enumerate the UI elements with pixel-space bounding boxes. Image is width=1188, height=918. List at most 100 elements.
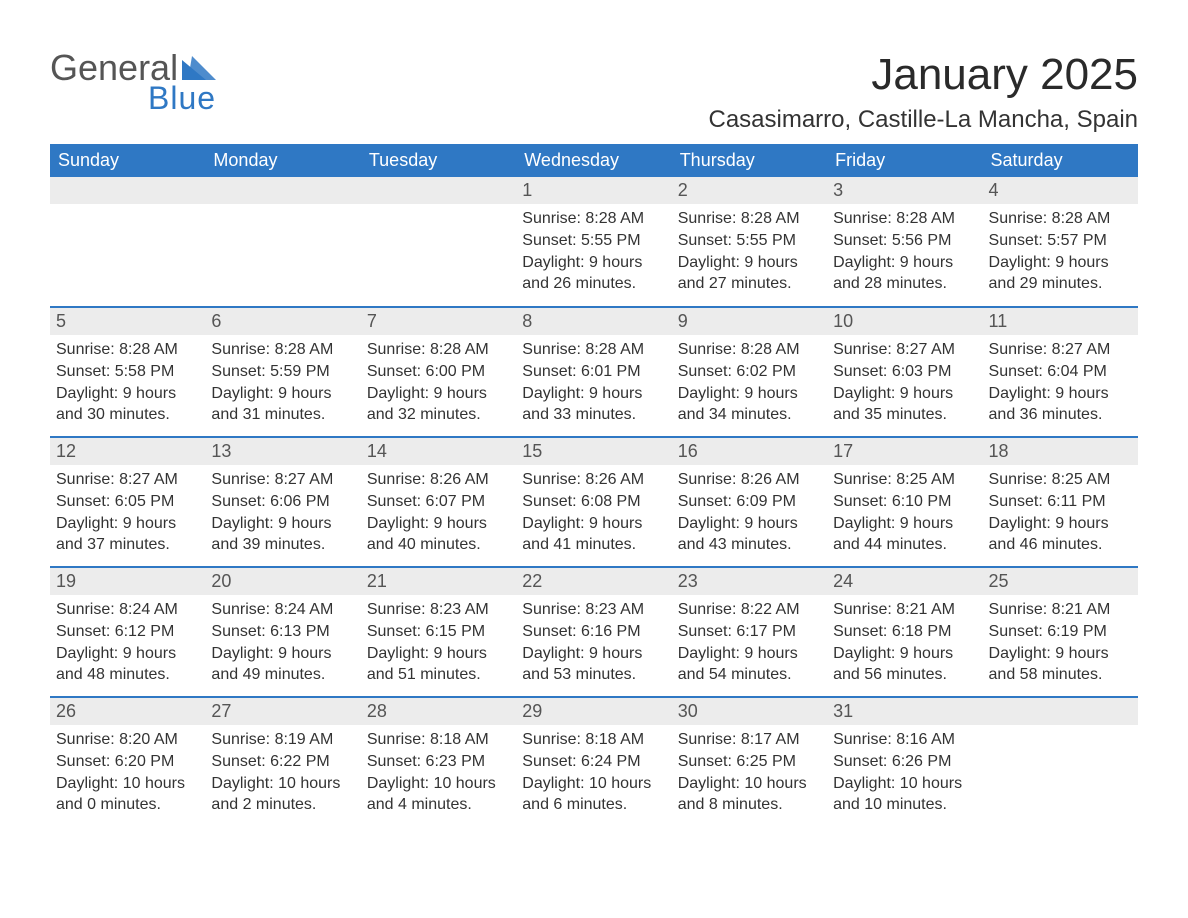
calendar-week-row: 12Sunrise: 8:27 AMSunset: 6:05 PMDayligh…: [50, 437, 1138, 567]
day-detail-line: Sunset: 6:10 PM: [833, 491, 976, 513]
calendar-day-cell: 18Sunrise: 8:25 AMSunset: 6:11 PMDayligh…: [983, 437, 1138, 567]
day-detail-line: Daylight: 9 hours: [833, 383, 976, 405]
weekday-header: Wednesday: [516, 144, 671, 177]
calendar-day-cell: 11Sunrise: 8:27 AMSunset: 6:04 PMDayligh…: [983, 307, 1138, 437]
day-detail-line: Sunset: 5:55 PM: [678, 230, 821, 252]
day-number: 22: [516, 568, 671, 595]
day-detail-line: Daylight: 9 hours: [522, 643, 665, 665]
day-detail-line: and 36 minutes.: [989, 404, 1132, 426]
day-detail-line: Daylight: 10 hours: [833, 773, 976, 795]
calendar-day-cell: 4Sunrise: 8:28 AMSunset: 5:57 PMDaylight…: [983, 177, 1138, 307]
day-detail-line: Sunrise: 8:28 AM: [678, 339, 821, 361]
day-detail-line: Daylight: 9 hours: [367, 513, 510, 535]
day-detail-line: and 48 minutes.: [56, 664, 199, 686]
day-details: Sunrise: 8:24 AMSunset: 6:13 PMDaylight:…: [205, 595, 360, 691]
weekday-header: Tuesday: [361, 144, 516, 177]
day-detail-line: Sunset: 6:06 PM: [211, 491, 354, 513]
day-number: 6: [205, 308, 360, 335]
day-detail-line: Sunset: 6:08 PM: [522, 491, 665, 513]
day-detail-line: Daylight: 9 hours: [989, 383, 1132, 405]
day-number: 25: [983, 568, 1138, 595]
day-detail-line: Sunset: 6:12 PM: [56, 621, 199, 643]
day-detail-line: Sunrise: 8:24 AM: [211, 599, 354, 621]
calendar-day-cell: 10Sunrise: 8:27 AMSunset: 6:03 PMDayligh…: [827, 307, 982, 437]
day-number: 1: [516, 177, 671, 204]
day-detail-line: Daylight: 9 hours: [211, 643, 354, 665]
day-detail-line: and 8 minutes.: [678, 794, 821, 816]
day-detail-line: Sunrise: 8:19 AM: [211, 729, 354, 751]
day-details: Sunrise: 8:17 AMSunset: 6:25 PMDaylight:…: [672, 725, 827, 821]
day-details: [983, 725, 1138, 735]
day-number: 4: [983, 177, 1138, 204]
calendar-day-cell: 19Sunrise: 8:24 AMSunset: 6:12 PMDayligh…: [50, 567, 205, 697]
day-detail-line: Sunrise: 8:27 AM: [211, 469, 354, 491]
day-detail-line: Sunrise: 8:26 AM: [522, 469, 665, 491]
day-detail-line: Sunset: 6:02 PM: [678, 361, 821, 383]
day-detail-line: Sunset: 6:20 PM: [56, 751, 199, 773]
day-detail-line: and 30 minutes.: [56, 404, 199, 426]
day-detail-line: Daylight: 10 hours: [211, 773, 354, 795]
weekday-header-row: SundayMondayTuesdayWednesdayThursdayFrid…: [50, 144, 1138, 177]
day-number: 2: [672, 177, 827, 204]
weekday-header: Saturday: [983, 144, 1138, 177]
calendar-day-cell: 14Sunrise: 8:26 AMSunset: 6:07 PMDayligh…: [361, 437, 516, 567]
day-detail-line: and 58 minutes.: [989, 664, 1132, 686]
day-number: 7: [361, 308, 516, 335]
day-detail-line: Sunset: 6:09 PM: [678, 491, 821, 513]
day-number: 5: [50, 308, 205, 335]
day-detail-line: Sunset: 6:16 PM: [522, 621, 665, 643]
day-detail-line: and 31 minutes.: [211, 404, 354, 426]
day-detail-line: Sunrise: 8:26 AM: [367, 469, 510, 491]
calendar-day-cell: 28Sunrise: 8:18 AMSunset: 6:23 PMDayligh…: [361, 697, 516, 827]
day-detail-line: Daylight: 10 hours: [367, 773, 510, 795]
calendar-day-cell: 6Sunrise: 8:28 AMSunset: 5:59 PMDaylight…: [205, 307, 360, 437]
day-number: 10: [827, 308, 982, 335]
day-detail-line: and 26 minutes.: [522, 273, 665, 295]
day-detail-line: and 34 minutes.: [678, 404, 821, 426]
calendar-day-cell: 12Sunrise: 8:27 AMSunset: 6:05 PMDayligh…: [50, 437, 205, 567]
month-title: January 2025: [708, 50, 1138, 100]
day-detail-line: Daylight: 9 hours: [522, 383, 665, 405]
day-detail-line: Sunset: 5:58 PM: [56, 361, 199, 383]
day-detail-line: Daylight: 9 hours: [833, 513, 976, 535]
calendar-day-cell: 31Sunrise: 8:16 AMSunset: 6:26 PMDayligh…: [827, 697, 982, 827]
day-number: 26: [50, 698, 205, 725]
calendar-week-row: 19Sunrise: 8:24 AMSunset: 6:12 PMDayligh…: [50, 567, 1138, 697]
day-number: 30: [672, 698, 827, 725]
day-detail-line: Sunrise: 8:20 AM: [56, 729, 199, 751]
day-detail-line: and 44 minutes.: [833, 534, 976, 556]
calendar-day-cell: 17Sunrise: 8:25 AMSunset: 6:10 PMDayligh…: [827, 437, 982, 567]
day-detail-line: and 29 minutes.: [989, 273, 1132, 295]
day-detail-line: and 43 minutes.: [678, 534, 821, 556]
location-subtitle: Casasimarro, Castille-La Mancha, Spain: [708, 106, 1138, 134]
day-details: Sunrise: 8:20 AMSunset: 6:20 PMDaylight:…: [50, 725, 205, 821]
calendar-week-row: 1Sunrise: 8:28 AMSunset: 5:55 PMDaylight…: [50, 177, 1138, 307]
day-details: Sunrise: 8:19 AMSunset: 6:22 PMDaylight:…: [205, 725, 360, 821]
weekday-header: Monday: [205, 144, 360, 177]
day-detail-line: and 54 minutes.: [678, 664, 821, 686]
day-number: 29: [516, 698, 671, 725]
calendar-page: General Blue January 2025 Casasimarro, C…: [0, 0, 1188, 867]
day-details: Sunrise: 8:21 AMSunset: 6:18 PMDaylight:…: [827, 595, 982, 691]
day-detail-line: and 41 minutes.: [522, 534, 665, 556]
day-details: Sunrise: 8:23 AMSunset: 6:16 PMDaylight:…: [516, 595, 671, 691]
calendar-day-cell: 27Sunrise: 8:19 AMSunset: 6:22 PMDayligh…: [205, 697, 360, 827]
calendar-day-cell: [983, 697, 1138, 827]
day-details: Sunrise: 8:27 AMSunset: 6:06 PMDaylight:…: [205, 465, 360, 561]
title-block: January 2025 Casasimarro, Castille-La Ma…: [708, 50, 1138, 144]
day-detail-line: Sunset: 5:56 PM: [833, 230, 976, 252]
day-detail-line: Sunset: 6:17 PM: [678, 621, 821, 643]
day-detail-line: Sunrise: 8:28 AM: [678, 208, 821, 230]
day-detail-line: Sunset: 6:13 PM: [211, 621, 354, 643]
day-detail-line: Sunrise: 8:27 AM: [833, 339, 976, 361]
day-number: 27: [205, 698, 360, 725]
day-number: 11: [983, 308, 1138, 335]
day-details: Sunrise: 8:28 AMSunset: 5:55 PMDaylight:…: [672, 204, 827, 300]
day-detail-line: Sunset: 5:57 PM: [989, 230, 1132, 252]
day-detail-line: Daylight: 10 hours: [678, 773, 821, 795]
calendar-week-row: 5Sunrise: 8:28 AMSunset: 5:58 PMDaylight…: [50, 307, 1138, 437]
calendar-table: SundayMondayTuesdayWednesdayThursdayFrid…: [50, 144, 1138, 827]
day-details: Sunrise: 8:28 AMSunset: 5:58 PMDaylight:…: [50, 335, 205, 431]
day-detail-line: Sunrise: 8:25 AM: [989, 469, 1132, 491]
day-detail-line: Sunset: 6:19 PM: [989, 621, 1132, 643]
